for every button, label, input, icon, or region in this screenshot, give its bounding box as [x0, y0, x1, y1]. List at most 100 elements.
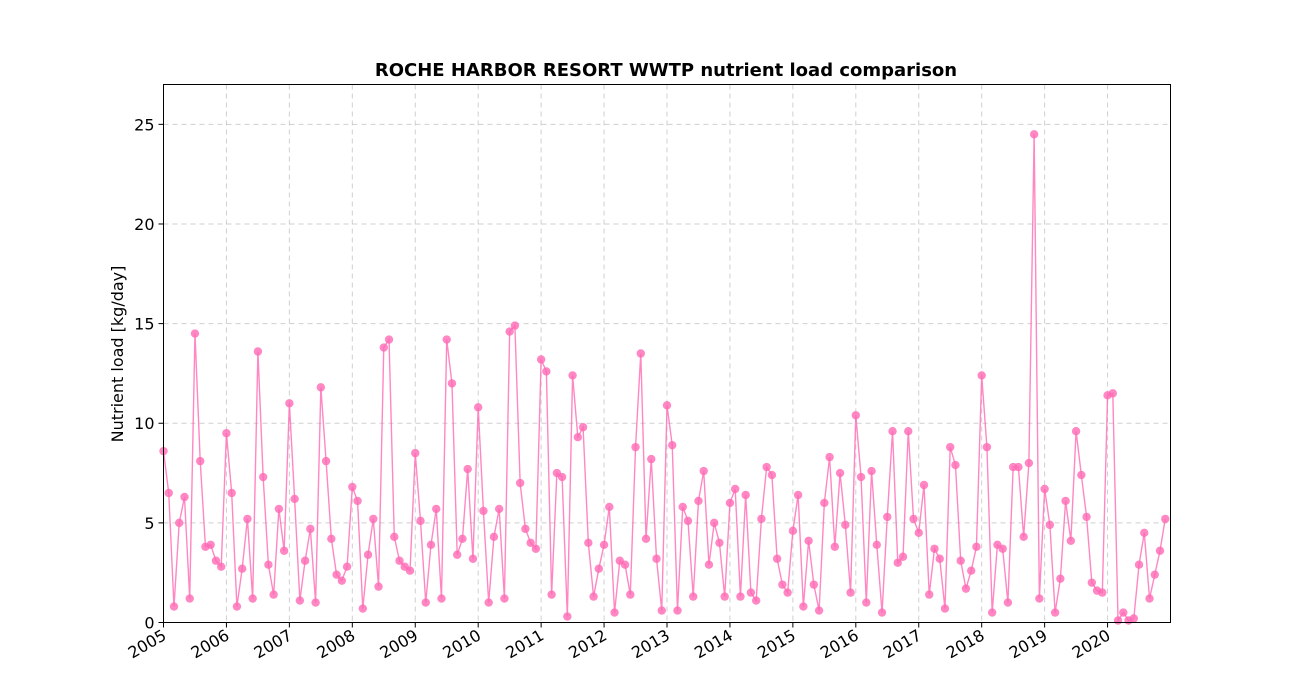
data-point — [893, 558, 902, 567]
data-point — [1029, 130, 1039, 139]
data-point — [222, 429, 231, 438]
y-tick-label: 0 — [144, 614, 154, 633]
data-point — [1098, 588, 1107, 597]
data-point — [694, 496, 703, 506]
data-point — [253, 347, 263, 356]
data-point — [479, 506, 488, 516]
data-point — [804, 536, 813, 545]
data-point — [657, 606, 666, 615]
data-point — [1071, 427, 1081, 436]
data-point — [909, 514, 918, 524]
data-point — [416, 516, 425, 526]
data-point — [206, 540, 215, 549]
data-point — [584, 538, 593, 547]
data-point — [683, 516, 693, 526]
x-tick-label: 2020 — [1069, 626, 1114, 663]
data-point — [521, 524, 530, 534]
data-point — [982, 442, 992, 452]
data-point — [311, 598, 320, 607]
data-point — [1035, 594, 1044, 603]
plot-frame — [163, 84, 1171, 623]
data-point — [468, 554, 478, 563]
data-point — [557, 472, 567, 482]
data-point — [1014, 462, 1023, 472]
data-point — [442, 335, 451, 344]
data-point — [321, 456, 331, 466]
data-point — [1150, 570, 1159, 579]
y-tick-label: 5 — [144, 514, 154, 533]
data-point — [358, 604, 367, 613]
x-tick-label: 2016 — [817, 626, 862, 663]
x-tick-label: 2015 — [754, 626, 799, 663]
data-point — [563, 612, 572, 621]
data-point — [542, 367, 551, 376]
data-point — [589, 592, 598, 601]
data-point — [967, 566, 976, 575]
x-tick-label: 2013 — [628, 626, 673, 663]
data-point — [772, 554, 782, 563]
data-point — [175, 518, 184, 528]
data-point — [1003, 598, 1013, 607]
data-point — [290, 494, 299, 504]
data-point — [353, 496, 362, 506]
data-point — [169, 602, 179, 611]
grid — [163, 84, 1171, 623]
data-point — [904, 427, 913, 436]
data-point — [279, 546, 289, 555]
data-point — [426, 540, 436, 549]
data-point — [636, 349, 645, 358]
data-point — [605, 502, 614, 512]
data-point — [264, 560, 273, 569]
data-point — [369, 514, 378, 524]
y-tick-label: 25 — [134, 115, 154, 134]
data-point — [316, 383, 326, 392]
data-point — [432, 504, 441, 514]
data-point — [1061, 496, 1070, 506]
x-tick-label: 2011 — [502, 626, 547, 663]
data-point — [877, 608, 887, 617]
data-point — [437, 594, 446, 603]
data-point — [379, 343, 388, 352]
data-point — [935, 554, 944, 563]
data-point — [390, 532, 399, 542]
data-point — [211, 556, 221, 565]
data-point — [536, 355, 546, 364]
data-point — [1161, 514, 1170, 524]
data-point — [762, 462, 771, 472]
data-point — [243, 514, 252, 524]
data-point — [898, 552, 908, 561]
data-point — [951, 460, 960, 470]
data-point — [421, 598, 430, 607]
data-point — [987, 608, 997, 617]
data-point — [573, 432, 583, 442]
data-point — [998, 544, 1007, 553]
data-point — [1019, 532, 1028, 542]
data-point — [384, 335, 394, 344]
data-point — [930, 544, 939, 553]
data-point — [972, 542, 981, 551]
data-point — [285, 399, 294, 408]
data-point — [1145, 594, 1154, 603]
data-point — [237, 564, 247, 573]
data-point — [946, 442, 955, 452]
data-point — [631, 442, 640, 452]
x-tick-label: 2014 — [691, 626, 736, 663]
data-point — [746, 588, 756, 597]
data-point — [673, 606, 682, 615]
data-point — [568, 371, 577, 380]
data-point — [710, 518, 719, 528]
data-point — [599, 540, 609, 549]
data-point — [741, 490, 750, 500]
data-point — [269, 590, 278, 599]
data-point — [736, 592, 745, 601]
data-point — [977, 371, 986, 380]
data-point — [778, 580, 787, 589]
data-point — [809, 580, 819, 589]
data-point — [1077, 470, 1086, 480]
data-point — [961, 584, 971, 593]
data-point — [919, 480, 929, 490]
data-point — [704, 560, 714, 569]
data-point — [232, 602, 242, 611]
data-point — [500, 594, 509, 603]
